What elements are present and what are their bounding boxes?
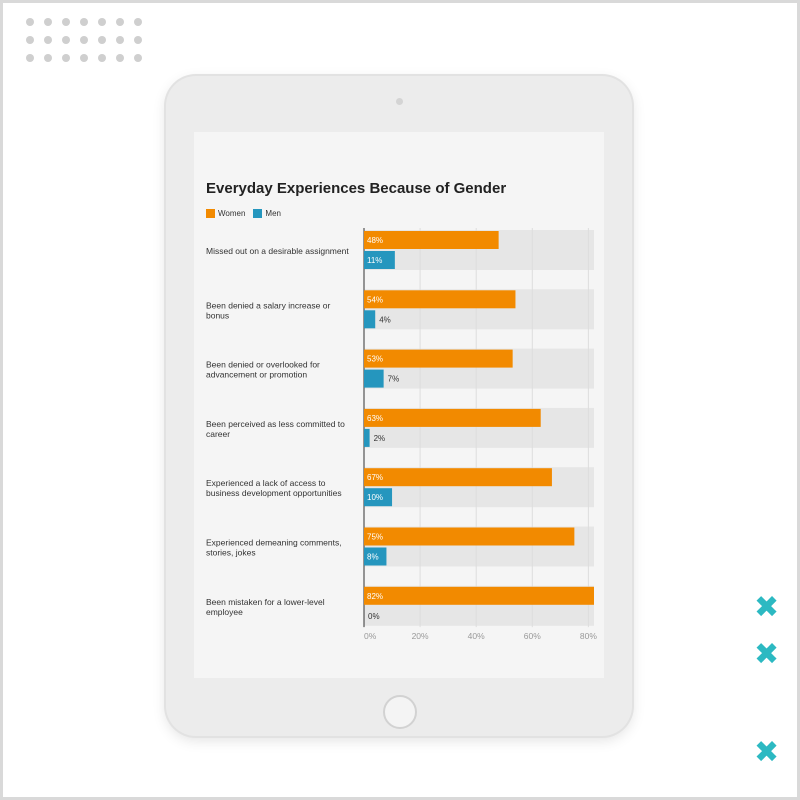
bar-women (364, 231, 499, 249)
legend-swatch-men (253, 209, 263, 218)
bar-men (364, 428, 370, 447)
data-label-men: 11% (367, 256, 382, 265)
dot (116, 54, 124, 62)
dot (116, 18, 124, 26)
category-label: stories, jokes (206, 548, 256, 558)
dot (62, 36, 70, 44)
category-label: Been denied or overlooked for (206, 360, 320, 370)
dot (26, 54, 34, 62)
legend-item-women: Women (206, 209, 245, 218)
data-label-women: 53% (367, 355, 383, 364)
bar-men (364, 547, 387, 566)
data-label-women: 54% (367, 295, 383, 304)
dot (98, 36, 106, 44)
bar-women (364, 349, 513, 368)
x-mark-icon: ✖ (754, 735, 780, 770)
data-label-women: 67% (367, 473, 383, 482)
dot (134, 36, 142, 44)
data-label-men: 0% (368, 612, 380, 621)
dot (80, 18, 88, 26)
dot (26, 18, 34, 26)
bar-men (364, 251, 395, 269)
category-label: bonus (206, 310, 229, 320)
x-tick-label: 60% (524, 631, 541, 641)
x-tick-label: 20% (412, 631, 429, 641)
bar-women (364, 290, 516, 309)
x-tick-label: 40% (468, 631, 485, 641)
dot (80, 36, 88, 44)
home-button[interactable] (383, 695, 417, 729)
legend-swatch-women (206, 209, 215, 218)
data-label-women: 63% (367, 414, 383, 423)
bar-men (364, 488, 393, 507)
bar-women (364, 408, 541, 427)
dot (98, 18, 106, 26)
category-label: Been perceived as less committed to (206, 419, 345, 429)
dot (134, 54, 142, 62)
category-label: Missed out on a desirable assignment (206, 246, 349, 256)
bar-women (364, 527, 575, 546)
category-label: Experienced a lack of access to (206, 478, 326, 488)
bar-women (364, 468, 552, 487)
dot (62, 18, 70, 26)
x-mark-icon: ✖ (754, 637, 780, 672)
x-mark-icon: ✖ (754, 590, 780, 625)
data-label-men: 8% (367, 553, 379, 562)
bar-women (364, 586, 594, 605)
tablet-screen: Everyday Experiences Because of Gender W… (194, 132, 604, 678)
legend-label-women: Women (218, 209, 246, 218)
data-label-women: 82% (367, 592, 383, 601)
x-tick-label: 80% (580, 631, 597, 641)
dot (26, 36, 34, 44)
legend-label-men: Men (265, 209, 281, 218)
data-label-men: 7% (388, 375, 400, 384)
dot (44, 18, 52, 26)
legend-item-men: Men (253, 209, 281, 218)
chart-title: Everyday Experiences Because of Gender (206, 180, 507, 197)
bar-chart: Missed out on a desirable assignment 48% 1… (206, 228, 597, 641)
dot (44, 36, 52, 44)
category-label: business development opportunities (206, 488, 342, 498)
bar-men (364, 310, 376, 329)
chart-legend: Women Men (206, 209, 289, 218)
category-label: advancement or promotion (206, 370, 307, 380)
data-label-women: 48% (367, 236, 383, 245)
category-label: Experienced demeaning comments, (206, 538, 342, 548)
dot (98, 54, 106, 62)
dot (134, 18, 142, 26)
data-label-men: 4% (379, 315, 391, 324)
camera-icon (396, 98, 403, 105)
dot (80, 54, 88, 62)
category-label: career (206, 429, 230, 439)
data-label-men: 10% (367, 493, 383, 502)
x-tick-label: 0% (364, 631, 377, 641)
category-label: Been mistaken for a lower-level (206, 597, 325, 607)
dot (44, 54, 52, 62)
data-label-men: 2% (374, 434, 386, 443)
data-label-women: 75% (367, 533, 383, 542)
dot-grid-icon (21, 13, 147, 67)
dot (62, 54, 70, 62)
bar-men (364, 369, 384, 388)
tablet-device: Everyday Experiences Because of Gender W… (166, 76, 632, 736)
category-label: employee (206, 607, 243, 617)
category-label: Been denied a salary increase or (206, 300, 330, 310)
dot (116, 36, 124, 44)
